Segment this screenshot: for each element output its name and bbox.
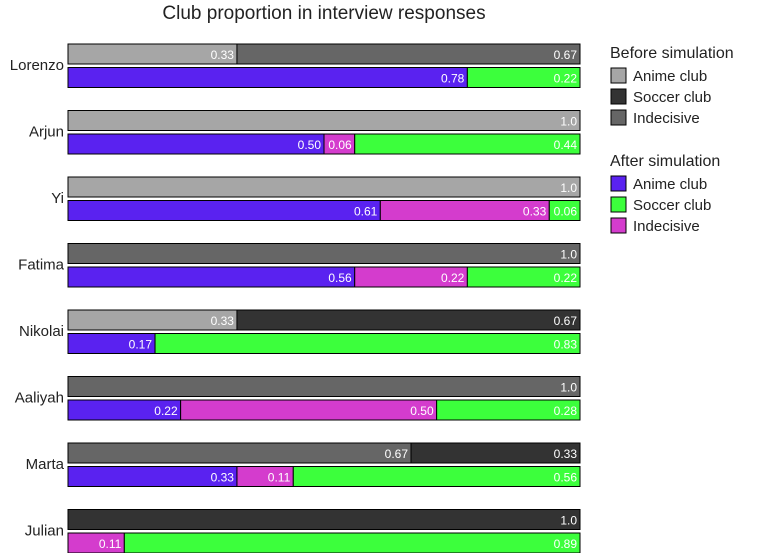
- segment-value-label: 0.61: [354, 205, 378, 219]
- segment-value-label: 0.17: [129, 338, 153, 352]
- person-row: Yi 1.0 0.61 0.33 0.06: [51, 176, 581, 221]
- segment-value-label: 0.11: [99, 537, 122, 551]
- segment-value-label: 0.78: [441, 72, 465, 86]
- segment-value-label: 1.0: [560, 115, 577, 129]
- person-row: Nikolai 0.33 0.67 0.17 0.83: [19, 309, 581, 354]
- segment-value-label: 0.33: [211, 48, 235, 62]
- after-bar-segment: [548, 200, 581, 221]
- person-row: Marta 0.67 0.33 0.33 0.11 0.56: [26, 442, 581, 487]
- person-label: Julian: [25, 523, 64, 540]
- after-bar-segment: [67, 266, 356, 288]
- after-bar-segment: [180, 399, 438, 421]
- after-bar-segment: [466, 266, 581, 288]
- legend-swatch: [610, 88, 627, 105]
- segment-value-label: 0.50: [410, 404, 434, 418]
- before-bar-segment: [236, 43, 581, 65]
- segment-value-label: 0.33: [211, 471, 235, 485]
- legend-entry-label: Indecisive: [633, 110, 700, 127]
- segment-value-label: 0.11: [268, 471, 291, 485]
- person-row: Aaliyah 1.0 0.22 0.50 0.28: [15, 376, 581, 421]
- legend-swatch: [610, 175, 627, 192]
- person-row: Lorenzo 0.33 0.67 0.78 0.22: [10, 43, 581, 88]
- segment-value-label: 0.67: [385, 447, 409, 461]
- segment-value-label: 1.0: [560, 514, 577, 528]
- person-label: Lorenzo: [10, 57, 64, 74]
- segment-value-label: 0.06: [554, 205, 578, 219]
- legend-heading: After simulation: [610, 153, 720, 170]
- segment-value-label: 0.28: [554, 404, 578, 418]
- legend-entry-label: Soccer club: [633, 197, 711, 214]
- segment-value-label: 0.44: [554, 138, 578, 152]
- segment-value-label: 0.22: [154, 404, 178, 418]
- after-bar-segment: [154, 333, 581, 354]
- person-label: Marta: [26, 456, 65, 473]
- legend-entry-label: Anime club: [633, 176, 707, 193]
- after-bar-segment: [292, 466, 581, 487]
- segment-value-label: 0.22: [554, 72, 578, 86]
- segment-value-label: 0.83: [554, 338, 578, 352]
- before-bar-segment: [67, 243, 581, 264]
- before-bar-segment: [67, 110, 581, 131]
- segment-value-label: 1.0: [560, 381, 577, 395]
- person-row: Julian 1.0 0.11 0.89: [25, 509, 581, 553]
- segment-value-label: 0.67: [554, 314, 578, 328]
- segment-value-label: 0.33: [523, 205, 547, 219]
- person-label: Nikolai: [19, 323, 64, 340]
- after-bar-segment: [67, 67, 468, 88]
- legend-entry-label: Indecisive: [633, 218, 700, 235]
- after-bar-segment: [67, 200, 381, 221]
- segment-value-label: 1.0: [560, 248, 577, 262]
- after-bar-segment: [354, 133, 581, 155]
- segment-value-label: 0.22: [554, 271, 578, 285]
- person-label: Arjun: [29, 124, 64, 141]
- before-bar-segment: [67, 176, 581, 198]
- chart-title: Club proportion in interview responses: [162, 3, 485, 24]
- legend-swatch: [610, 109, 627, 126]
- chart-rows: Lorenzo 0.33 0.67 0.78 0.22 Arjun 1.0 0.50 0.06 0…: [10, 43, 581, 553]
- before-bar-segment: [236, 309, 581, 331]
- person-label: Aaliyah: [15, 390, 64, 407]
- legend-swatch: [610, 67, 627, 84]
- after-bar-segment: [436, 399, 581, 421]
- before-bar-segment: [67, 442, 412, 464]
- segment-value-label: 0.06: [328, 138, 352, 152]
- legend-entry-label: Soccer club: [633, 89, 711, 106]
- segment-value-label: 0.56: [554, 471, 578, 485]
- person-label: Fatima: [18, 257, 65, 274]
- after-bar-segment: [123, 532, 581, 553]
- before-bar-segment: [410, 442, 581, 464]
- legend-heading: Before simulation: [610, 45, 734, 62]
- segment-value-label: 1.0: [560, 181, 577, 195]
- before-bar-segment: [67, 509, 581, 530]
- segment-value-label: 0.56: [328, 271, 352, 285]
- segment-value-label: 0.33: [554, 447, 578, 461]
- segment-value-label: 0.50: [298, 138, 322, 152]
- person-row: Arjun 1.0 0.50 0.06 0.44: [29, 110, 581, 155]
- after-bar-segment: [67, 133, 325, 155]
- segment-value-label: 0.89: [554, 537, 578, 551]
- person-row: Fatima 1.0 0.56 0.22 0.22: [18, 243, 581, 288]
- legend: Before simulation Anime club Soccer club In…: [610, 45, 734, 235]
- segment-value-label: 0.33: [211, 314, 235, 328]
- legend-entry-label: Anime club: [633, 68, 707, 85]
- segment-value-label: 0.67: [554, 48, 578, 62]
- after-bar-segment: [466, 67, 581, 88]
- legend-swatch: [610, 196, 627, 213]
- segment-value-label: 0.22: [441, 271, 465, 285]
- before-bar-segment: [67, 376, 581, 397]
- legend-swatch: [610, 217, 627, 234]
- person-label: Yi: [51, 190, 64, 207]
